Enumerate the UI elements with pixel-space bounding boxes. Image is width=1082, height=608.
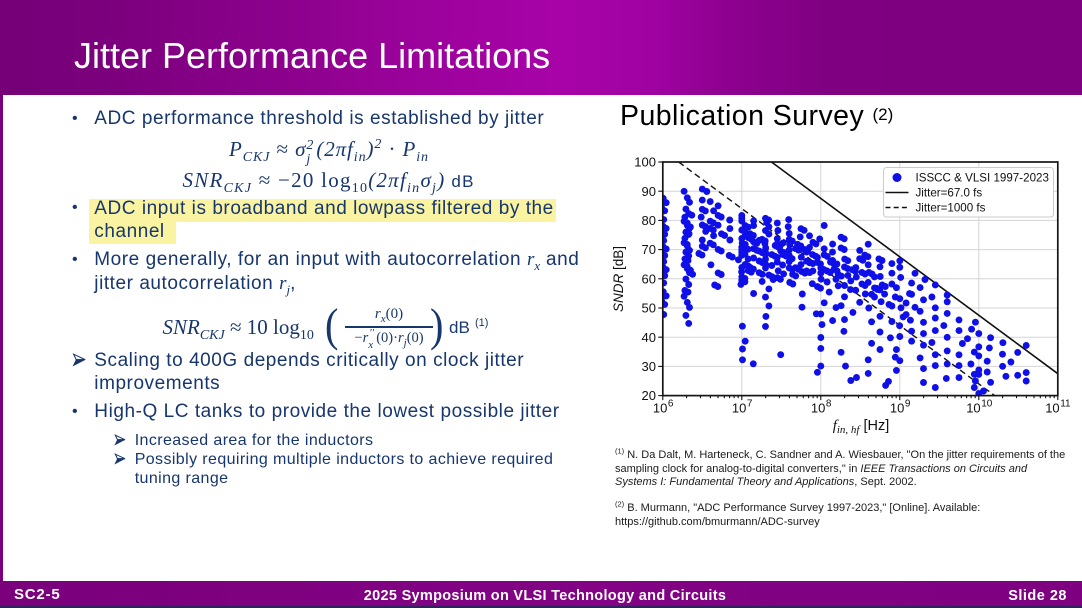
- svg-text:50: 50: [642, 301, 656, 316]
- svg-text:10: 10: [653, 401, 667, 416]
- svg-text:ISSCC & VLSI 1997-2023: ISSCC & VLSI 1997-2023: [916, 172, 1049, 185]
- svg-text:10: 10: [1045, 401, 1059, 416]
- svg-text:30: 30: [642, 359, 656, 374]
- svg-text:80: 80: [642, 213, 656, 228]
- svg-text:90: 90: [642, 184, 656, 199]
- svg-text:6: 6: [668, 399, 674, 410]
- svg-text:20: 20: [642, 388, 656, 403]
- svg-text:10: 10: [890, 401, 904, 416]
- svg-text:11: 11: [1060, 399, 1071, 410]
- svg-text:SNDR [dB]: SNDR [dB]: [611, 246, 626, 312]
- svg-text:fin, hf [Hz]: fin, hf [Hz]: [833, 418, 890, 436]
- svg-text:10: 10: [981, 399, 993, 410]
- svg-text:9: 9: [905, 399, 911, 410]
- svg-text:8: 8: [826, 399, 832, 410]
- svg-text:100: 100: [634, 155, 656, 170]
- svg-text:60: 60: [642, 271, 656, 286]
- svg-text:10: 10: [732, 401, 746, 416]
- svg-text:40: 40: [642, 330, 656, 345]
- svg-text:10: 10: [811, 401, 825, 416]
- svg-text:7: 7: [747, 399, 753, 410]
- svg-text:10: 10: [966, 401, 980, 416]
- svg-text:Jitter=1000 fs: Jitter=1000 fs: [916, 202, 986, 215]
- svg-text:Jitter=67.0 fs: Jitter=67.0 fs: [916, 187, 983, 200]
- svg-text:70: 70: [642, 242, 656, 257]
